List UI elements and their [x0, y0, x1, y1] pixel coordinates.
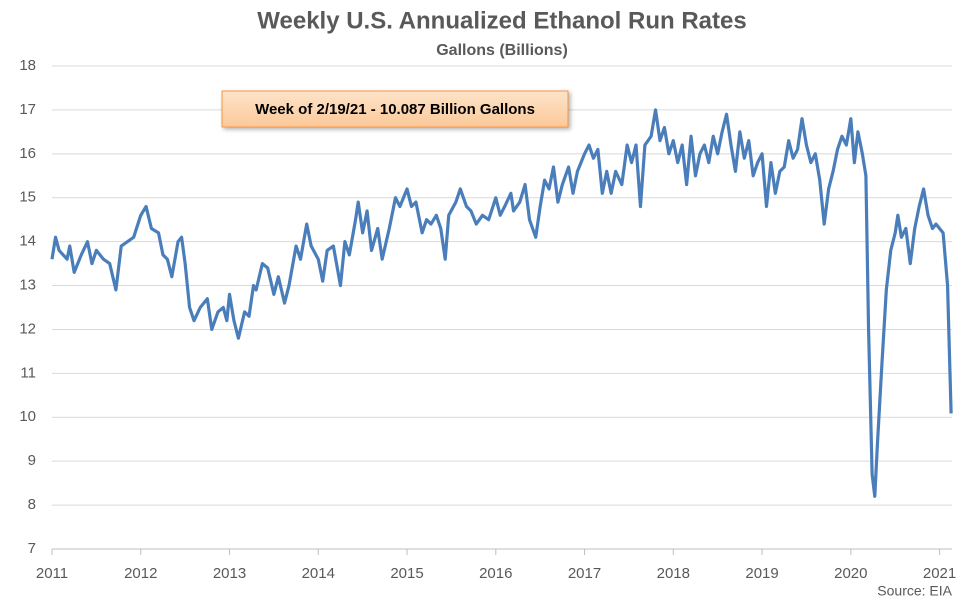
- annotation: Week of 2/19/21 - 10.087 Billion Gallons: [255, 101, 535, 118]
- x-tick-label: 2016: [479, 565, 512, 582]
- y-tick-label: 7: [28, 540, 36, 557]
- annotation-box: [221, 90, 569, 128]
- y-tick-label: 16: [19, 145, 36, 162]
- x-tick-label: 2021: [923, 565, 956, 582]
- data-line: [50, 108, 953, 498]
- y-tick-label: 15: [19, 189, 36, 206]
- y-tick-label: 9: [28, 452, 36, 469]
- y-tick-label: 18: [19, 57, 36, 74]
- x-tick-label: 2018: [657, 565, 690, 582]
- x-tick-label: 2013: [213, 565, 246, 582]
- x-tick-label: 2012: [124, 565, 157, 582]
- y-tick-label: 17: [19, 101, 36, 118]
- x-tick-label: 2015: [390, 565, 423, 582]
- chart-subtitle: Gallons (Billions): [436, 42, 568, 59]
- y-tick-label: 14: [19, 233, 36, 250]
- y-tick-label: 12: [19, 320, 36, 337]
- y-tick-label: 10: [19, 408, 36, 425]
- y-tick-label: 13: [19, 277, 36, 294]
- x-tick-label: 2011: [36, 565, 68, 582]
- y-tick-label: 11: [20, 364, 36, 381]
- x-tick-label: 2020: [834, 565, 867, 582]
- x-tick-label: 2019: [745, 565, 778, 582]
- plot-area: 7 8 9 10 11 12 13 14 15 16 17 18 2011 2012 2013 2014 201…: [19, 57, 956, 582]
- x-tick-label: 2017: [568, 565, 601, 582]
- x-tick-label: 2014: [302, 565, 335, 582]
- source: Source: EIA: [877, 583, 952, 599]
- chart-title: Weekly U.S. Annualized Ethanol Run Rates: [257, 7, 746, 34]
- y-tick-label: 8: [28, 496, 36, 513]
